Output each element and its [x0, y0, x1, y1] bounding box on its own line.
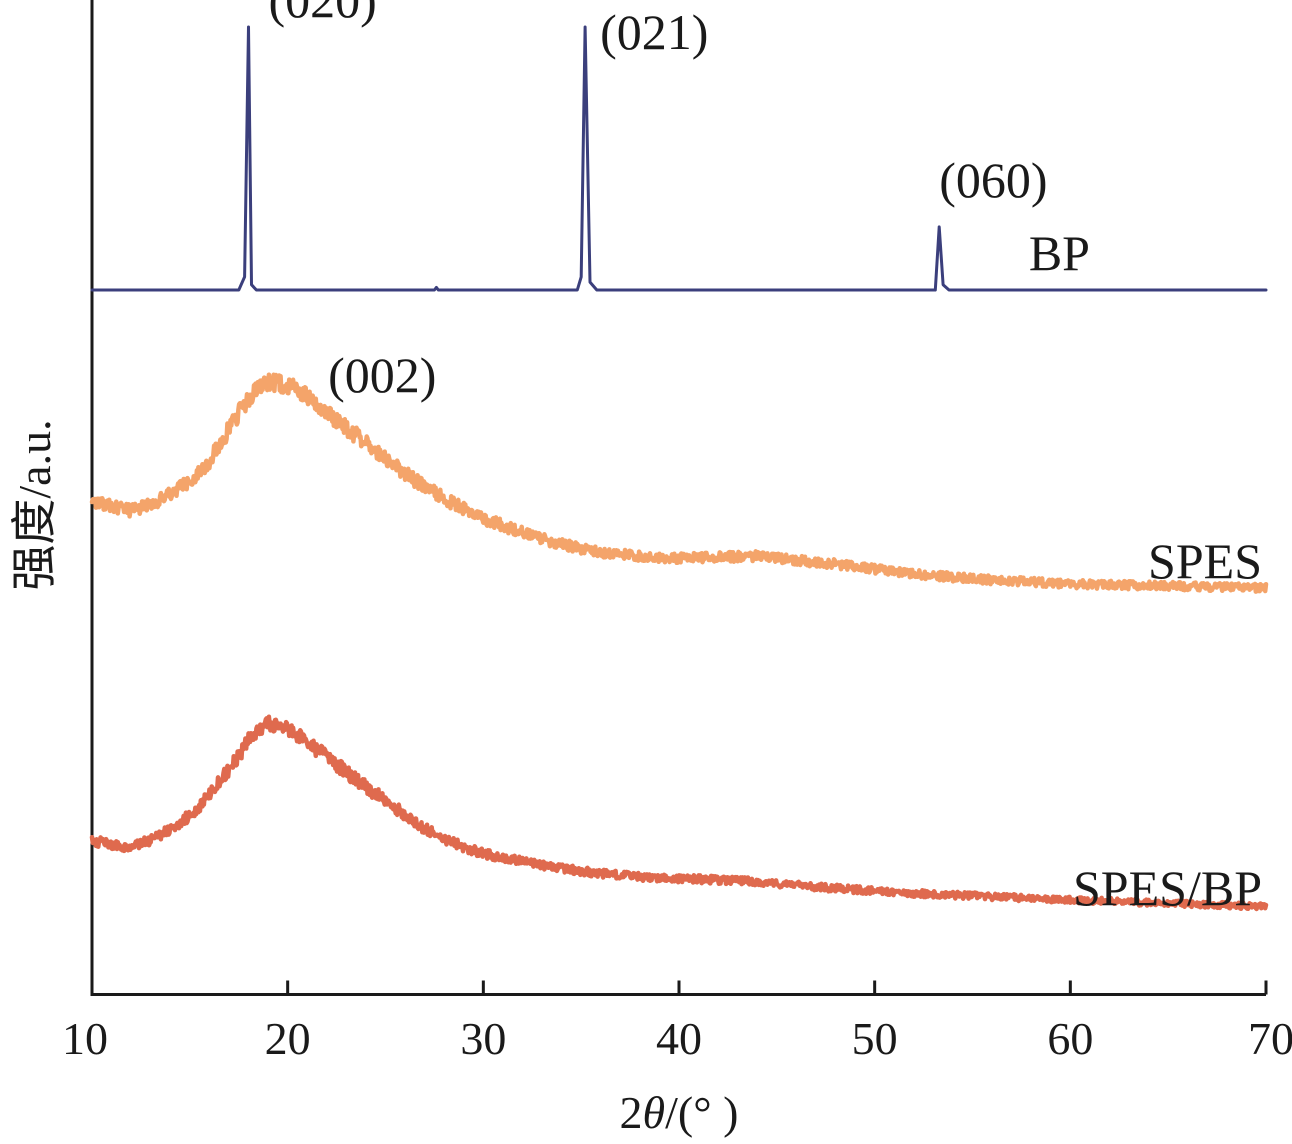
x-tick-label: 50 [852, 1013, 898, 1064]
peak-label: (020) [269, 0, 377, 28]
y-axis-title: 强度/a.u. [9, 419, 60, 590]
series-labels: BP SPES SPES/BP [1029, 225, 1262, 916]
x-axis-title: 2θ/(° ) [620, 1087, 739, 1138]
x-tick-label: 30 [460, 1013, 506, 1064]
peak-label: (002) [328, 347, 436, 403]
x-tick-label: 70 [1248, 1013, 1292, 1064]
series-label: BP [1029, 225, 1090, 281]
peak-label: (060) [939, 152, 1047, 208]
x-tick-label: 20 [265, 1013, 311, 1064]
x-tick-label: 40 [656, 1013, 702, 1064]
series-line [89, 714, 1269, 912]
x-ticks: 10 20 30 40 50 60 70 [62, 980, 1292, 1064]
series-line [89, 372, 1269, 594]
peak-label: (021) [600, 4, 708, 60]
series-line [90, 25, 1268, 292]
x-tick-label: 10 [62, 1013, 108, 1064]
series-label: SPES [1148, 533, 1262, 589]
peak-labels: (020) (021) (060) (002) [269, 0, 1048, 403]
traces [89, 25, 1269, 912]
series-label: SPES/BP [1073, 860, 1262, 916]
x-tick-label: 60 [1047, 1013, 1093, 1064]
plot-area: 10 20 30 40 50 60 70 (020) (021) (060) (002) BP SP… [62, 0, 1292, 1064]
